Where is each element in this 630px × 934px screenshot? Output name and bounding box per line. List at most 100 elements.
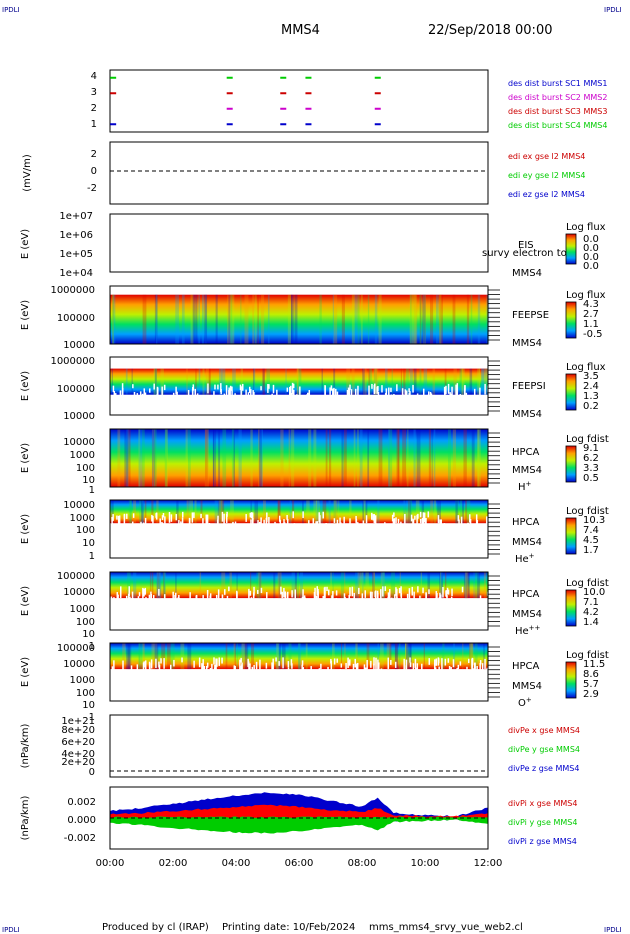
spectro-gap — [357, 522, 359, 532]
spectro-gap — [265, 662, 268, 669]
spectro-gap — [272, 658, 274, 671]
spectro-gap — [349, 659, 351, 666]
spectro-texture — [254, 500, 259, 524]
spectro-texture — [340, 572, 345, 599]
spectro-texture — [413, 368, 417, 395]
spectro-texture — [139, 643, 143, 670]
spectro-9-species: O+ — [518, 696, 532, 709]
spectro-gap — [188, 517, 191, 529]
p11-ytick-0002: 0.002 — [67, 797, 96, 808]
spectro-texture — [250, 572, 252, 599]
spectro-texture — [204, 294, 208, 344]
spectro-gap — [221, 511, 224, 522]
spectro-gap — [441, 658, 443, 670]
panel-edi: 2 0 -2 (mV/m) edi ex gse l2 MMS4 edi ey … — [22, 141, 586, 205]
spectro-gap — [438, 666, 440, 678]
spectro-gap — [229, 385, 232, 391]
spectro-gap — [260, 587, 263, 594]
spectro-texture — [262, 500, 266, 524]
spectro-texture — [452, 294, 456, 344]
spectro-texture — [474, 643, 478, 670]
spectro-texture — [440, 572, 443, 599]
p1-legend-4: des dist burst SC4 MMS4 — [508, 121, 607, 130]
spectro-gap — [310, 666, 312, 671]
spectro-gap — [364, 667, 367, 675]
p10-ytick-8e20: 8e+20 — [61, 725, 95, 736]
spectro-gap — [213, 657, 215, 665]
spectro-gap — [469, 519, 472, 527]
spectro-5-cbar-title: Log flux — [566, 362, 606, 373]
spectro-gap — [153, 383, 155, 390]
spectro-texture — [185, 429, 188, 487]
spectro-texture — [231, 429, 235, 487]
spectro-gap — [405, 659, 408, 672]
spectro-gap — [136, 393, 139, 400]
spectro-gap — [448, 665, 451, 672]
p11-legend-x: divPi x gse MMS4 — [508, 799, 577, 808]
spectro-gap — [427, 391, 430, 396]
spectrogram-panel-4: 1000000 100000 10000 E (eV) FEEPSE MMS4 Log fl… — [20, 285, 606, 351]
p10-ytick-2e20: 2e+20 — [61, 757, 95, 768]
spectro-texture — [330, 572, 332, 599]
spectro-gap — [355, 515, 357, 523]
spectro-texture — [126, 429, 129, 487]
p1-legend-2: des dist burst SC2 MMS2 — [508, 93, 607, 102]
burst-marker-1-3 — [305, 92, 312, 95]
spectro-gap — [259, 659, 261, 671]
spectro-texture — [276, 643, 279, 670]
spectro-gap — [409, 391, 411, 401]
spectro-gap — [290, 659, 293, 666]
spectro-texture — [278, 643, 281, 670]
spectro-gap — [291, 590, 293, 598]
spectro-texture — [466, 572, 469, 599]
spectro-gap — [276, 389, 278, 396]
spectro-gap — [451, 588, 453, 597]
spectro-6-colorbar — [565, 445, 577, 483]
spectro-texture — [478, 368, 480, 395]
spectro-texture — [218, 500, 223, 524]
spectro-gap — [132, 513, 135, 518]
spectro-texture — [428, 429, 432, 487]
spectro-5-ytick-0: 1000000 — [50, 356, 95, 367]
p3-side-2: MMS4 — [512, 268, 542, 279]
spectro-gap — [404, 513, 406, 525]
spectro-gap — [143, 588, 145, 597]
spectro-gap — [286, 514, 288, 520]
spectro-8-ytick-1: 10000 — [63, 587, 95, 598]
spectro-texture — [459, 368, 462, 395]
spectro-8-ytick-0: 100000 — [57, 571, 95, 582]
spectro-texture — [397, 429, 400, 487]
time-label-1200: 12:00 — [474, 858, 503, 869]
spectro-gap — [437, 658, 440, 664]
p11-legend-z: divPi z gse MMS4 — [508, 837, 577, 846]
spectro-gap — [278, 515, 281, 522]
spectro-gap — [248, 666, 250, 673]
spectro-texture — [332, 294, 335, 344]
spectro-texture — [360, 572, 364, 599]
eis-colorbar — [565, 233, 577, 265]
spectro-gap — [117, 515, 120, 528]
spectro-gap — [304, 597, 306, 602]
spectro-texture — [205, 368, 210, 395]
spectro-texture — [422, 294, 426, 344]
spectro-texture — [142, 294, 147, 344]
spectro-gap — [260, 386, 262, 391]
spectro-gap — [281, 591, 283, 598]
spectro-gap — [168, 511, 171, 523]
spectro-texture — [170, 643, 175, 670]
spectro-texture — [353, 429, 356, 487]
spectro-texture — [189, 500, 193, 524]
spectrogram-image-9 — [110, 643, 488, 670]
spectro-gap — [328, 589, 330, 596]
spectro-texture — [362, 368, 365, 395]
spectro-gap — [387, 592, 390, 601]
spectro-texture — [221, 368, 226, 395]
spectro-gap — [251, 666, 254, 673]
spectro-gap — [362, 520, 365, 532]
spectro-gap — [221, 594, 224, 605]
spectro-texture — [299, 572, 304, 599]
spectro-gap — [473, 662, 476, 672]
spectro-gap — [113, 597, 115, 604]
spectro-gap — [446, 595, 448, 605]
